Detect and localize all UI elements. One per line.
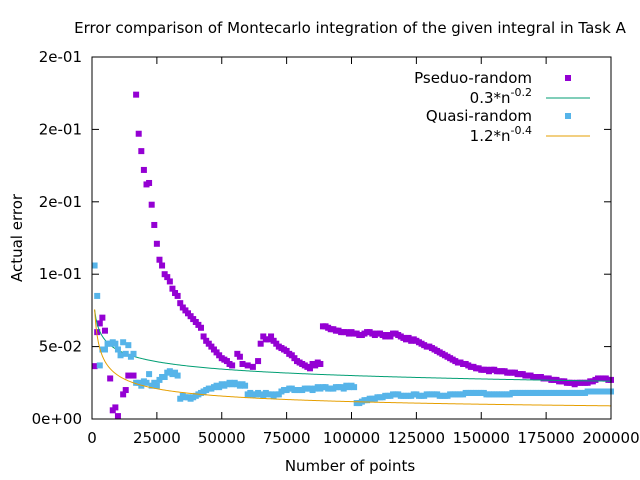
data-point bbox=[197, 324, 204, 331]
legend: Pseduo-random0.3*n-0.2Quasi-random1.2*n-… bbox=[414, 69, 590, 145]
series-1 bbox=[94, 309, 612, 382]
data-point bbox=[153, 240, 160, 247]
legend-swatch-point bbox=[565, 75, 571, 81]
data-point bbox=[146, 371, 153, 378]
data-point bbox=[122, 387, 129, 394]
data-point bbox=[153, 382, 160, 389]
y-tick-label: 2e-01 bbox=[39, 48, 82, 66]
data-point bbox=[166, 278, 173, 285]
data-point bbox=[169, 285, 176, 292]
legend-label: Pseduo-random bbox=[414, 69, 532, 87]
data-point bbox=[112, 340, 119, 347]
data-point bbox=[143, 379, 150, 386]
x-tick-label: 100000 bbox=[323, 429, 380, 447]
data-point bbox=[151, 221, 158, 228]
data-point bbox=[130, 350, 137, 357]
data-point bbox=[268, 333, 275, 340]
data-point bbox=[200, 333, 207, 340]
legend-label: 1.2*n-0.4 bbox=[470, 124, 532, 145]
data-point bbox=[130, 372, 137, 379]
data-point bbox=[101, 327, 108, 334]
y-tick-label: 5e-02 bbox=[39, 338, 82, 356]
x-tick-label: 25000 bbox=[133, 429, 181, 447]
legend-label: Quasi-random bbox=[426, 107, 532, 125]
y-tick-label: 1e-01 bbox=[39, 265, 82, 283]
data-point bbox=[257, 340, 264, 347]
data-point bbox=[174, 292, 181, 299]
data-point bbox=[120, 339, 127, 346]
data-point bbox=[96, 362, 103, 369]
data-point bbox=[91, 363, 98, 370]
y-tick-label: 2e-01 bbox=[39, 120, 82, 138]
data-point bbox=[244, 362, 251, 369]
data-point bbox=[317, 360, 324, 367]
x-tick-label: 200000 bbox=[582, 429, 639, 447]
data-point bbox=[138, 148, 145, 155]
data-point bbox=[239, 360, 246, 367]
data-point bbox=[156, 256, 163, 263]
data-point bbox=[122, 350, 129, 357]
data-point bbox=[125, 372, 132, 379]
data-point bbox=[249, 363, 256, 370]
data-point bbox=[107, 375, 114, 382]
data-point bbox=[148, 201, 155, 208]
legend-label: 0.3*n-0.2 bbox=[470, 86, 532, 107]
x-tick-label: 175000 bbox=[517, 429, 574, 447]
x-tick-label: 75000 bbox=[263, 429, 311, 447]
fit-curve bbox=[94, 309, 612, 407]
x-tick-label: 150000 bbox=[453, 429, 510, 447]
y-axis-label: Actual error bbox=[8, 193, 26, 282]
y-tick-label: 2e-01 bbox=[39, 193, 82, 211]
data-point bbox=[306, 365, 313, 372]
x-axis-label: Number of points bbox=[285, 457, 416, 475]
data-point bbox=[174, 372, 181, 379]
data-point bbox=[91, 262, 98, 269]
data-point bbox=[99, 314, 106, 321]
data-point bbox=[117, 352, 124, 359]
axes-layer: 0 25000 50000 75000 100000 125000 150000 175000… bbox=[32, 48, 640, 447]
data-point bbox=[177, 300, 184, 307]
x-tick-label: 0 bbox=[87, 429, 97, 447]
data-point bbox=[133, 91, 140, 98]
data-point bbox=[135, 130, 142, 137]
data-point bbox=[159, 262, 166, 269]
data-point bbox=[146, 179, 153, 186]
legend-swatch-point bbox=[565, 113, 571, 119]
series-layer bbox=[91, 91, 614, 420]
series-2 bbox=[91, 262, 614, 407]
data-point bbox=[255, 358, 262, 365]
fit-curve bbox=[94, 309, 612, 382]
data-point bbox=[125, 342, 132, 349]
data-point bbox=[112, 404, 119, 411]
x-tick-label: 50000 bbox=[198, 429, 246, 447]
data-point bbox=[114, 413, 121, 420]
data-point bbox=[351, 384, 358, 391]
data-point bbox=[101, 346, 108, 353]
data-point bbox=[242, 382, 249, 389]
data-point bbox=[229, 362, 236, 369]
chart-title: Error comparison of Montecarlo integrati… bbox=[74, 19, 626, 37]
data-point bbox=[236, 353, 243, 360]
x-tick-label: 125000 bbox=[388, 429, 445, 447]
data-point bbox=[140, 166, 147, 173]
data-point bbox=[94, 292, 101, 299]
data-point bbox=[120, 391, 127, 398]
series-0 bbox=[91, 91, 614, 420]
series-3 bbox=[94, 309, 612, 407]
data-point bbox=[164, 274, 171, 281]
data-point bbox=[96, 320, 103, 327]
data-point bbox=[114, 346, 121, 353]
y-tick-label: 0e+00 bbox=[32, 410, 82, 428]
data-point bbox=[161, 374, 168, 381]
